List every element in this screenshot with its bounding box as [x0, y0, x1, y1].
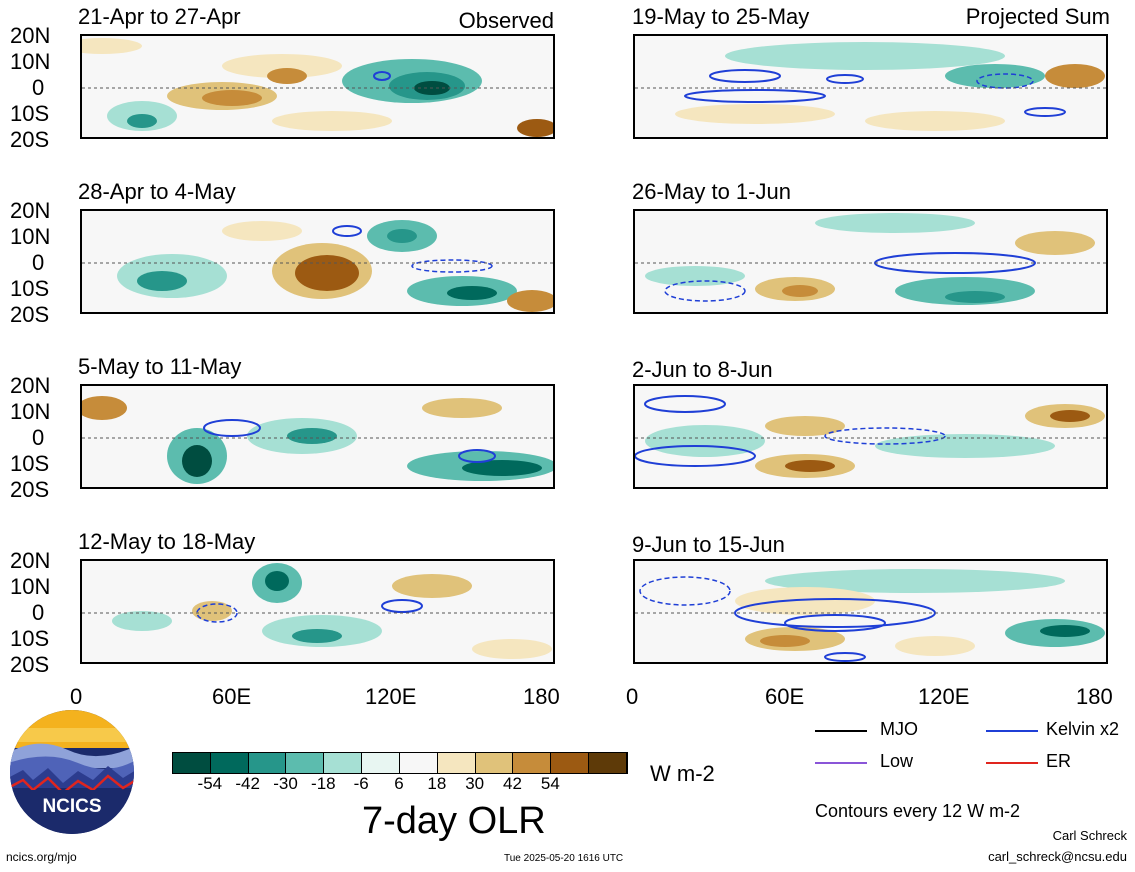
lon-label: 120E	[918, 684, 970, 709]
legend-er-label: ER	[1046, 751, 1072, 771]
lat-label: 0	[32, 425, 45, 450]
legend-er-line	[986, 762, 1038, 764]
colorbar-swatch	[589, 753, 627, 773]
colorbar-tick-label: 6	[394, 774, 404, 793]
lat-label: 0	[32, 250, 45, 275]
logo-text: NCICS	[42, 796, 101, 817]
colorbar-tick-label: 30	[465, 774, 485, 793]
colorbar-swatch	[399, 753, 438, 773]
lat-label: 20S	[10, 302, 50, 327]
colorbar-tick-label: -30	[273, 774, 298, 793]
lon-label: 0	[70, 684, 83, 709]
contour-note: Contours every 12 W m-2	[815, 801, 1021, 821]
lat-label: 20S	[10, 127, 50, 152]
lon-label: 180	[1076, 684, 1113, 709]
colorbar-tick-label: -6	[353, 774, 369, 793]
lat-label: 10S	[10, 276, 50, 301]
footer-email: carl_schreck@ncsu.edu	[988, 849, 1127, 864]
lon-label: 120E	[365, 684, 417, 709]
olr-map-panel	[633, 34, 1108, 139]
colorbar-tick-label: -18	[311, 774, 336, 793]
colorbar-title: 7-day OLR	[362, 800, 546, 842]
olr-map-panel	[633, 559, 1108, 664]
footer-timestamp: Tue 2025-05-20 1616 UTC	[504, 853, 624, 864]
lat-label: 20N	[10, 198, 51, 223]
panel-title: 2-Jun to 8-Jun	[632, 357, 773, 382]
lon-label: 180	[523, 684, 560, 709]
colorbar-swatch	[551, 753, 590, 773]
lat-label: 0	[32, 75, 45, 100]
colorbar-swatch	[437, 753, 476, 773]
lon-label: 60E	[212, 684, 252, 709]
panel-title: 21-Apr to 27-Apr	[78, 4, 241, 29]
lat-label: 20N	[10, 373, 51, 398]
lat-label: 10N	[10, 574, 51, 599]
lat-label: 10N	[10, 49, 51, 74]
legend-mjo-line	[815, 730, 867, 732]
colorbar-tick-label: 42	[503, 774, 522, 793]
colorbar-swatch	[210, 753, 249, 773]
colorbar-tick-label: -42	[235, 774, 260, 793]
panel-title: 9-Jun to 15-Jun	[632, 532, 785, 557]
lat-label: 10S	[10, 101, 50, 126]
legend-mjo-label: MJO	[880, 719, 918, 739]
colorbar-swatch	[362, 753, 400, 773]
colorbar-tick-label: -54	[197, 774, 223, 793]
lat-label: 10N	[10, 224, 51, 249]
lat-label: 0	[32, 600, 45, 625]
footer-url: ncics.org/mjo	[6, 850, 77, 864]
lat-label: 20N	[10, 548, 51, 573]
olr-map-panel	[80, 384, 555, 489]
footer-author: Carl Schreck	[1052, 828, 1127, 843]
lat-label: 10S	[10, 626, 50, 651]
panel-title: 28-Apr to 4-May	[78, 179, 236, 204]
colorbar-swatches	[172, 752, 628, 774]
colorbar-swatch	[286, 753, 325, 773]
colorbar-swatch	[324, 753, 363, 773]
colorbar-swatch	[513, 753, 552, 773]
panel-title: 19-May to 25-May	[632, 4, 810, 29]
lon-label: 60E	[765, 684, 805, 709]
colorbar-swatch	[248, 753, 287, 773]
olr-map-panel	[80, 34, 555, 139]
lat-label: 20N	[10, 23, 51, 48]
legend-low-line	[815, 762, 867, 764]
panel-title: 12-May to 18-May	[78, 529, 256, 554]
lat-label: 10S	[10, 451, 50, 476]
lon-label: 0	[626, 684, 639, 709]
colorbar-tick-label: 18	[427, 774, 447, 793]
lat-label: 10N	[10, 399, 51, 424]
panel-tag: Projected Sum	[965, 4, 1110, 29]
ncics-logo: NCICS	[8, 708, 136, 836]
panel-title: 5-May to 11-May	[78, 354, 242, 379]
panel-title: 26-May to 1-Jun	[632, 179, 791, 204]
colorbar-swatch	[475, 753, 514, 773]
panel-tag: Observed	[458, 8, 554, 33]
olr-map-panel	[633, 209, 1108, 314]
colorbar-units: W m-2	[650, 761, 715, 786]
olr-map-panel	[80, 209, 555, 314]
lat-label: 20S	[10, 652, 50, 677]
legend-kelvin-line	[986, 730, 1038, 732]
olr-map-panel	[80, 559, 555, 664]
legend-low-label: Low	[880, 751, 914, 771]
colorbar-swatch	[173, 753, 211, 773]
colorbar-tick-label: 54	[540, 774, 560, 793]
olr-map-panel	[633, 384, 1108, 489]
legend-kelvin-label: Kelvin x2	[1046, 719, 1120, 739]
lat-label: 20S	[10, 477, 50, 502]
